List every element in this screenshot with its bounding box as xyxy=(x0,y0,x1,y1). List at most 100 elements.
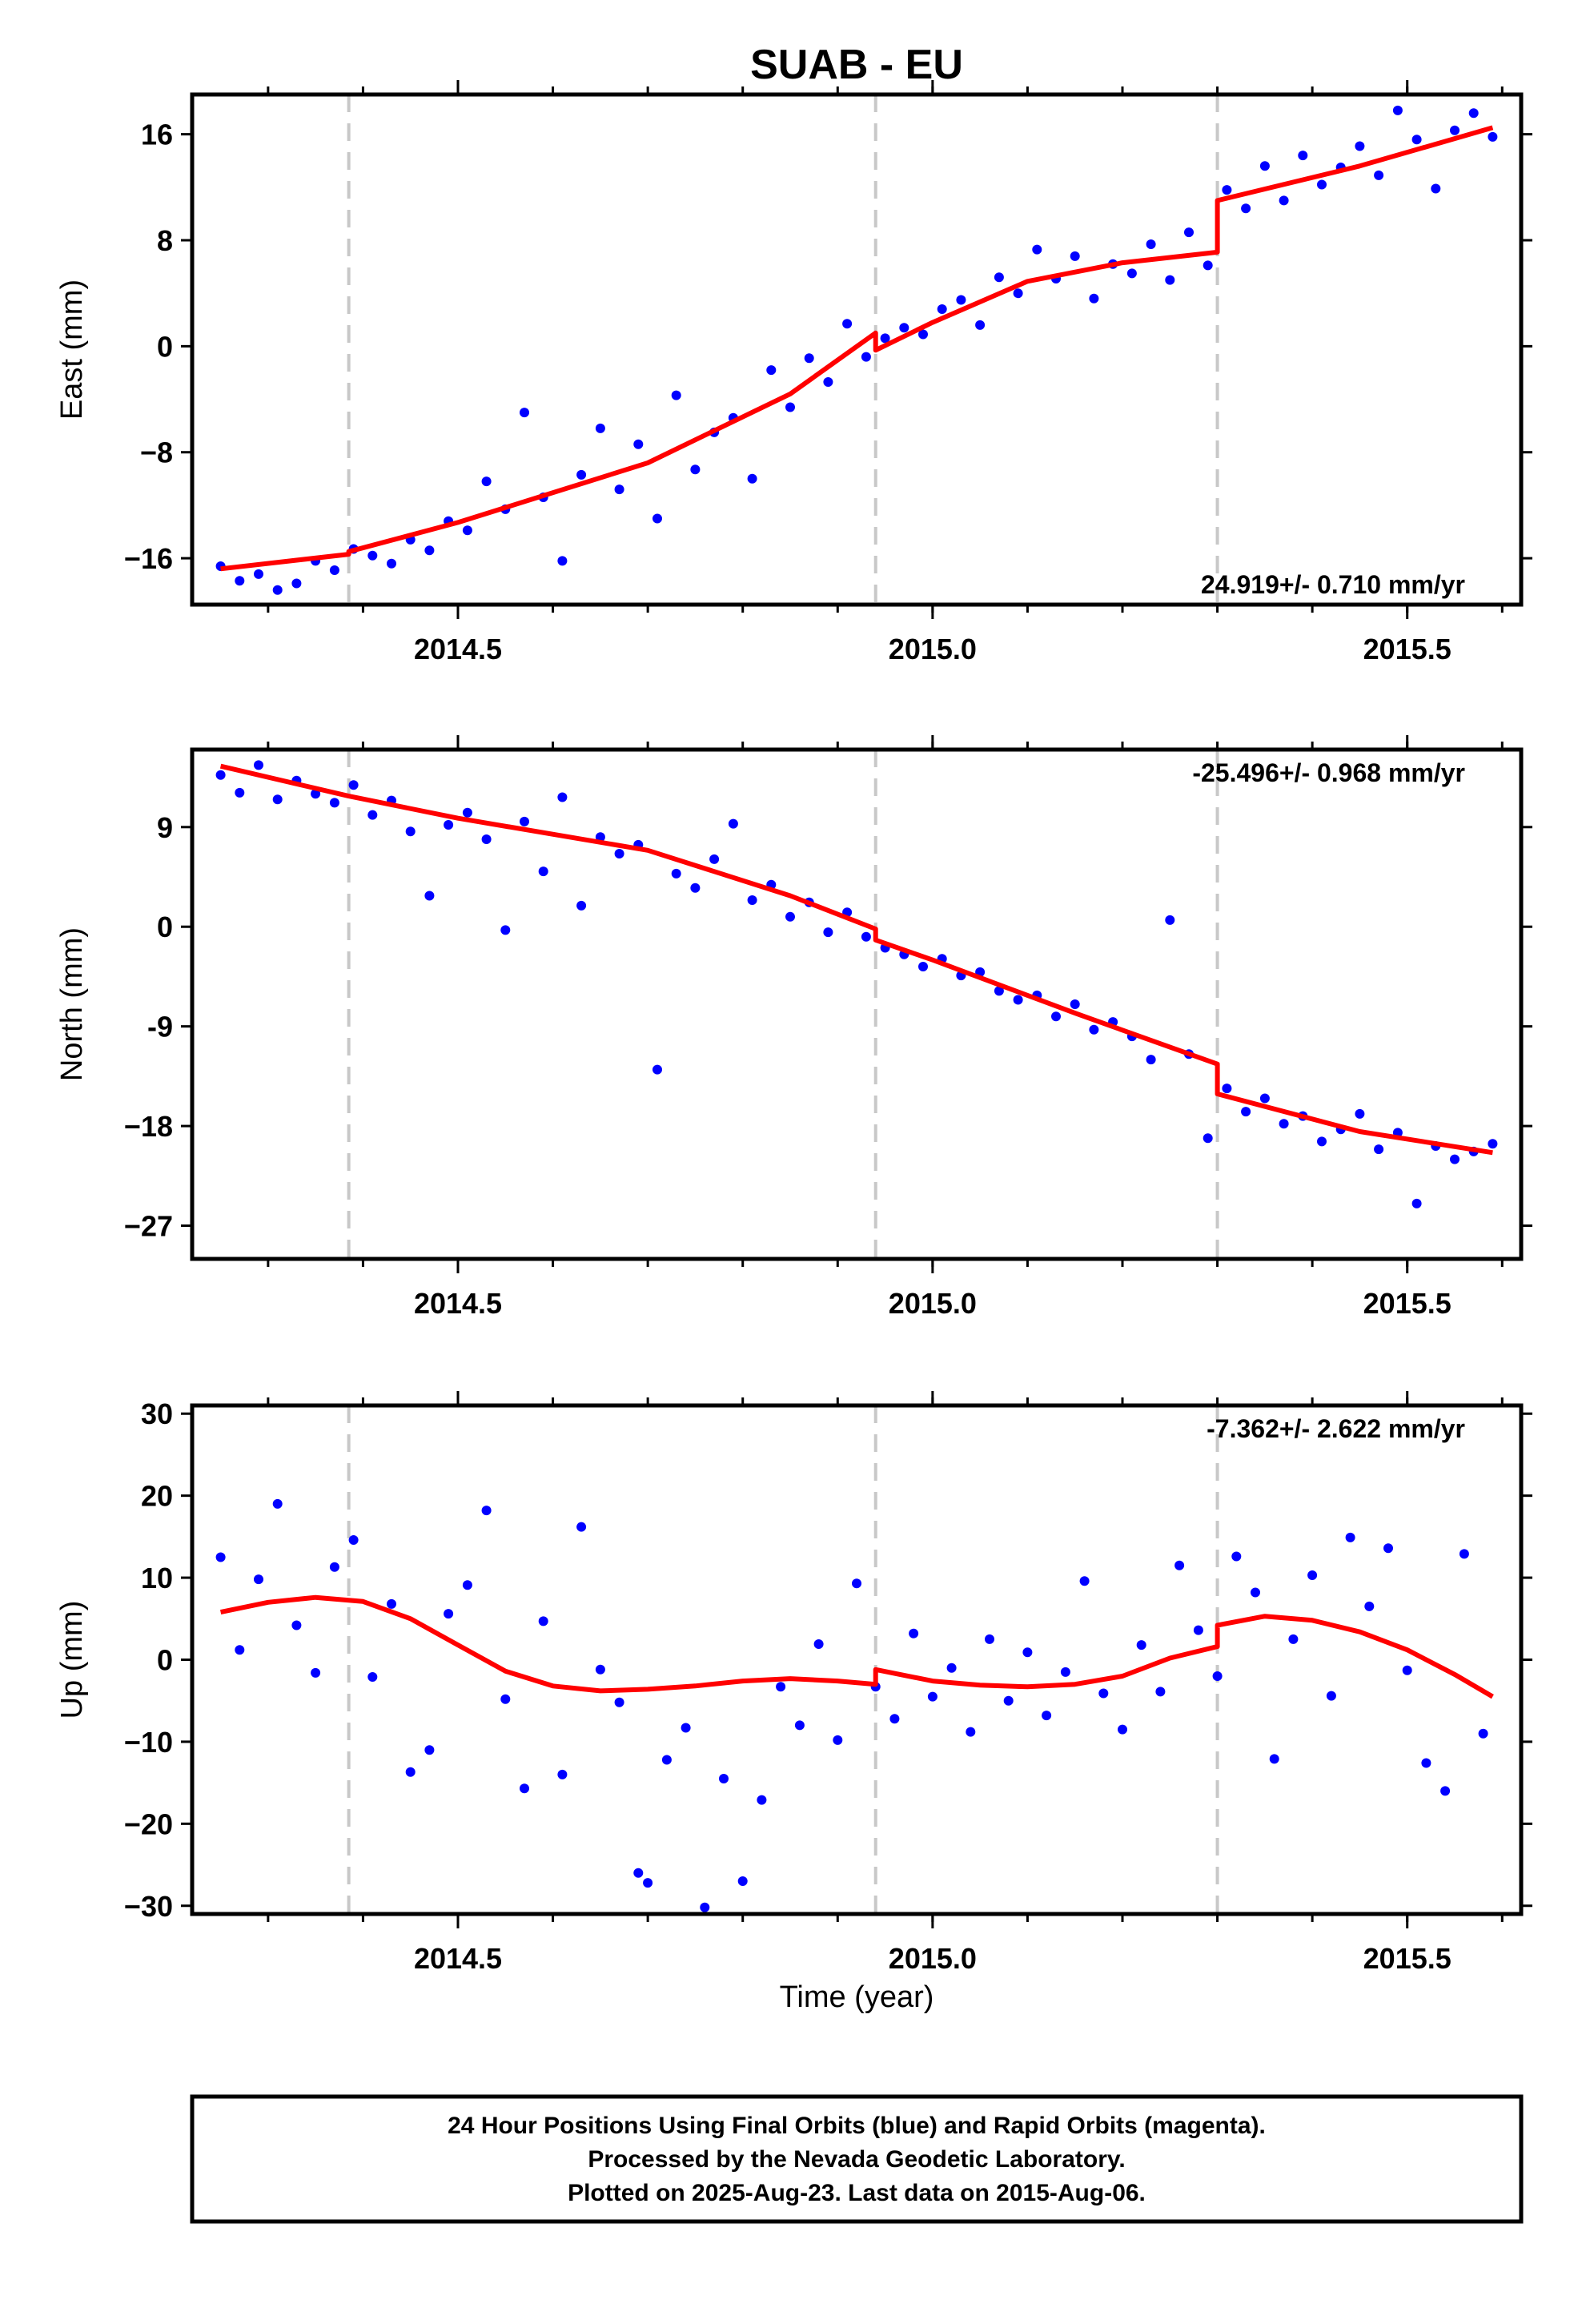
north-point xyxy=(1051,1011,1061,1022)
north-point xyxy=(728,818,738,829)
north-point xyxy=(1355,1108,1365,1119)
north-point xyxy=(538,866,548,877)
up-point xyxy=(1459,1549,1469,1559)
north-point xyxy=(861,931,871,942)
up-point xyxy=(614,1697,624,1707)
east-point xyxy=(614,485,624,495)
up-point xyxy=(557,1769,568,1779)
east-point xyxy=(1222,185,1232,195)
east-point xyxy=(235,576,245,586)
east-point xyxy=(254,569,263,579)
east-plot-frame xyxy=(190,92,1524,607)
east-point xyxy=(1241,203,1251,214)
up-point xyxy=(1022,1647,1033,1658)
up-point xyxy=(1042,1711,1052,1721)
up-point xyxy=(235,1645,245,1655)
up-point xyxy=(1098,1688,1109,1699)
north-y-tick-label: 9 xyxy=(157,811,173,844)
east-x-tick-label: 2014.5 xyxy=(414,633,502,665)
up-point xyxy=(1174,1560,1185,1570)
north-point xyxy=(1165,915,1175,925)
east-point xyxy=(1032,244,1042,255)
east-point xyxy=(1431,183,1441,194)
up-point xyxy=(681,1723,691,1733)
north-point xyxy=(994,986,1004,996)
up-point xyxy=(1402,1665,1412,1675)
east-point xyxy=(766,365,777,376)
footer-line-3: Plotted on 2025-Aug-23. Last data on 201… xyxy=(568,2180,1146,2206)
east-point xyxy=(367,550,378,561)
north-point xyxy=(1203,1133,1213,1144)
east-point xyxy=(1298,151,1308,161)
up-point xyxy=(367,1672,378,1682)
up-point xyxy=(633,1868,644,1878)
up-point xyxy=(889,1714,900,1724)
up-point xyxy=(1269,1754,1279,1764)
east-point xyxy=(272,585,283,595)
north-point xyxy=(481,834,492,844)
east-point xyxy=(1392,105,1403,115)
north-point xyxy=(444,820,454,830)
north-y-tick-label: −18 xyxy=(124,1110,173,1143)
up-point xyxy=(576,1522,587,1532)
north-point xyxy=(1089,1024,1099,1035)
up-point xyxy=(387,1598,396,1609)
north-point xyxy=(785,911,795,922)
up-point xyxy=(595,1664,605,1675)
north-point xyxy=(348,780,359,790)
footer-line-2: Processed by the Nevada Geodetic Laborat… xyxy=(588,2146,1125,2173)
north-point xyxy=(1488,1139,1498,1149)
up-point xyxy=(909,1628,919,1638)
north-point xyxy=(1222,1084,1232,1094)
east-point xyxy=(633,439,644,449)
east-point xyxy=(1259,161,1270,171)
north-y-tick-label: -9 xyxy=(147,1011,173,1043)
north-point xyxy=(311,789,321,799)
east-y-tick-label: −16 xyxy=(124,542,173,575)
east-point xyxy=(899,323,909,333)
up-point xyxy=(1345,1532,1355,1542)
east-point xyxy=(576,469,587,480)
east-point xyxy=(785,402,795,412)
east-point xyxy=(1165,275,1175,285)
north-point xyxy=(557,792,568,802)
up-plot-frame xyxy=(190,1403,1524,1916)
east-point xyxy=(1203,260,1213,271)
up-point xyxy=(946,1663,957,1673)
north-point xyxy=(671,868,681,879)
up-fit-line xyxy=(219,1594,1494,1699)
up-point xyxy=(1307,1570,1318,1580)
north-rate-label: -25.496+/- 0.968 mm/yr xyxy=(1192,758,1465,787)
north-panel: 2014.5 2015.0 2015.5 9 0 -9 −18 −27 North (mm) -2… xyxy=(55,735,1532,1320)
east-point xyxy=(652,513,662,524)
north-point xyxy=(1279,1119,1289,1129)
east-rate-label: 24.919+/- 0.710 mm/yr xyxy=(1201,570,1465,599)
north-x-tick-label: 2015.0 xyxy=(889,1287,977,1320)
up-point xyxy=(1193,1625,1203,1635)
north-point xyxy=(272,794,283,805)
up-point xyxy=(1155,1687,1166,1697)
north-point xyxy=(823,927,833,938)
up-point xyxy=(1440,1786,1451,1796)
east-point xyxy=(690,464,701,475)
up-point xyxy=(776,1682,786,1692)
north-point xyxy=(709,854,720,864)
north-point xyxy=(405,826,416,837)
north-point xyxy=(424,891,435,901)
north-point xyxy=(1374,1144,1384,1155)
up-y-tick-label: 30 xyxy=(141,1397,173,1430)
up-point xyxy=(329,1562,339,1572)
up-point xyxy=(444,1609,454,1619)
north-fit-line xyxy=(219,763,1493,1156)
east-point xyxy=(1317,179,1327,190)
north-point xyxy=(595,832,605,842)
up-point xyxy=(700,1902,710,1912)
up-panel: 2014.5 2015.0 2015.5 30 20 10 0 −10 −20 −30 Up (mm… xyxy=(55,1391,1532,1975)
east-point xyxy=(1126,268,1137,279)
east-point xyxy=(595,423,605,433)
north-point xyxy=(215,770,226,780)
up-y-tick-label: −20 xyxy=(124,1807,173,1840)
up-y-axis-label: Up (mm) xyxy=(55,1601,89,1719)
east-point xyxy=(747,473,757,484)
